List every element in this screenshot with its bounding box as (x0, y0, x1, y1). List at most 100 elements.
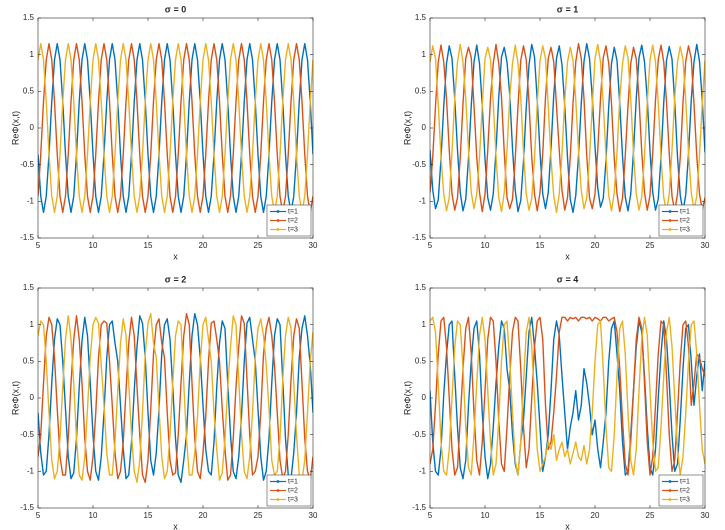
y-tick-label: 0 (422, 123, 427, 132)
legend: t=1 t=2 t=3 (266, 474, 312, 507)
legend-label: t=2 (680, 217, 690, 224)
x-axis-label: x (173, 521, 178, 530)
legend-label: t=2 (288, 217, 298, 224)
data-line (38, 42, 313, 214)
y-tick-label: 0.5 (23, 356, 35, 365)
y-tick-label: -1 (27, 466, 35, 475)
subplot: 5 10 15 20 25 30 -1.5 -1 -0.5 0 0.5 1 1.5 σ = 1 x ReΦ(x… (402, 4, 710, 261)
y-axis-label: ReΦ(x,t) (402, 111, 412, 145)
y-tick-label: 1 (422, 320, 427, 329)
legend-marker (276, 480, 280, 483)
subplot: 5 10 15 20 25 30 -1.5 -1 -0.5 0 0.5 1 1.5 σ = 0 x ReΦ(x… (10, 4, 318, 261)
y-tick-label: 0.5 (415, 86, 427, 95)
legend-marker (276, 228, 280, 231)
y-tick-label: 0 (30, 393, 35, 402)
data-line (430, 42, 705, 213)
x-tick-label: 5 (36, 511, 41, 520)
x-tick-label: 5 (428, 511, 433, 520)
x-tick-label: 30 (309, 241, 318, 250)
y-tick-label: 1 (30, 50, 35, 59)
y-axis-label: ReΦ(x,t) (10, 111, 20, 145)
x-tick-label: 25 (254, 241, 263, 250)
data-line (430, 316, 705, 476)
x-tick-label: 10 (481, 241, 490, 250)
x-axis-label: x (173, 251, 178, 261)
x-tick-label: 30 (701, 241, 710, 250)
legend-label: t=1 (288, 478, 298, 485)
x-axis-label: x (565, 521, 570, 530)
data-group (38, 42, 313, 214)
chart-title: σ = 2 (165, 274, 186, 284)
legend-label: t=3 (680, 496, 690, 503)
legend-marker (668, 219, 672, 222)
legend-label: t=3 (288, 496, 298, 503)
data-line (38, 42, 313, 214)
y-tick-label: -1 (419, 466, 427, 475)
legend-marker (276, 489, 280, 492)
y-tick-label: -0.5 (20, 160, 34, 169)
y-tick-label: 1 (30, 320, 35, 329)
x-tick-label: 15 (144, 511, 153, 520)
data-line (430, 316, 705, 476)
x-tick-label: 30 (309, 511, 318, 520)
legend-marker (668, 489, 672, 492)
y-tick-label: -1 (419, 196, 427, 205)
x-tick-label: 25 (646, 511, 655, 520)
data-group (430, 316, 705, 480)
y-tick-label: -1.5 (412, 233, 426, 242)
chart-title: σ = 0 (165, 4, 186, 14)
x-axis-label: x (565, 251, 570, 261)
y-tick-label: 1.5 (23, 13, 35, 22)
y-tick-label: 1 (422, 50, 427, 59)
legend-label: t=3 (288, 226, 298, 233)
legend-label: t=1 (680, 208, 690, 215)
x-tick-label: 20 (199, 511, 208, 520)
x-tick-label: 15 (144, 241, 153, 250)
data-line (38, 312, 313, 484)
y-tick-label: 1.5 (415, 283, 427, 292)
x-tick-label: 20 (591, 241, 600, 250)
x-tick-label: 10 (89, 241, 98, 250)
legend-marker (668, 498, 672, 501)
x-tick-label: 25 (646, 241, 655, 250)
x-tick-label: 10 (89, 511, 98, 520)
chart-title: σ = 1 (557, 4, 578, 14)
legend-marker (668, 480, 672, 483)
x-tick-label: 25 (254, 511, 263, 520)
y-tick-label: 0 (422, 393, 427, 402)
legend-marker (668, 210, 672, 213)
x-tick-label: 30 (701, 511, 710, 520)
y-tick-label: -1.5 (20, 233, 34, 242)
y-tick-label: 0 (30, 123, 35, 132)
x-tick-label: 15 (536, 241, 545, 250)
x-tick-label: 20 (199, 241, 208, 250)
legend-label: t=1 (680, 478, 690, 485)
data-line (430, 42, 705, 214)
data-group (38, 312, 313, 484)
y-tick-label: -1 (27, 196, 35, 205)
y-tick-label: -1.5 (412, 503, 426, 512)
subplot: 5 10 15 20 25 30 -1.5 -1 -0.5 0 0.5 1 1.5 σ = 2 x ReΦ(x… (10, 274, 318, 530)
y-tick-label: 0.5 (23, 86, 35, 95)
legend-marker (276, 219, 280, 222)
data-line (38, 312, 313, 484)
chart-title: σ = 4 (557, 274, 578, 284)
y-axis-label: ReΦ(x,t) (402, 381, 412, 415)
data-group (430, 42, 705, 214)
data-line (38, 42, 313, 214)
legend-marker (668, 228, 672, 231)
legend: t=1 t=2 t=3 (658, 474, 704, 507)
x-tick-label: 5 (36, 241, 41, 250)
legend: t=1 t=2 t=3 (658, 204, 704, 237)
y-tick-label: 1.5 (23, 283, 35, 292)
legend-label: t=3 (680, 226, 690, 233)
data-line (38, 312, 313, 484)
subplot: 5 10 15 20 25 30 -1.5 -1 -0.5 0 0.5 1 1.5 σ = 4 x ReΦ(x… (402, 274, 710, 530)
legend-label: t=1 (288, 208, 298, 215)
legend-label: t=2 (680, 487, 690, 494)
legend-marker (276, 498, 280, 501)
x-tick-label: 5 (428, 241, 433, 250)
legend: t=1 t=2 t=3 (266, 204, 312, 237)
legend-marker (276, 210, 280, 213)
